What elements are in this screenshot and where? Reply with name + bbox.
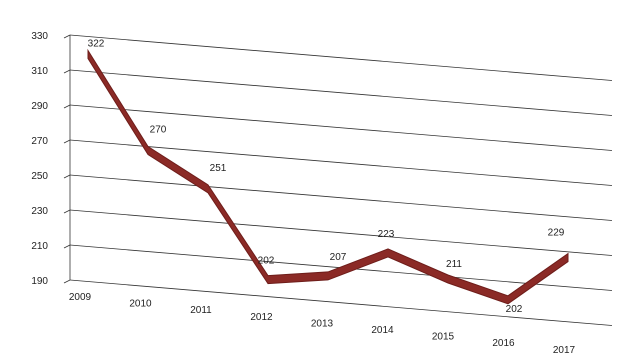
y-tick-label: 310 bbox=[31, 66, 48, 77]
y-tick-label: 190 bbox=[31, 276, 48, 287]
y-tick-mark bbox=[63, 139, 71, 144]
y-tick-mark bbox=[63, 279, 71, 284]
data-label: 270 bbox=[150, 125, 167, 136]
gridline bbox=[69, 139, 613, 186]
gridlines bbox=[63, 34, 613, 326]
y-axis-tick-labels: 190 210 230 250 270 290 310 330 bbox=[31, 31, 48, 287]
gridline bbox=[69, 34, 613, 81]
x-tick-label: 2013 bbox=[311, 318, 334, 329]
x-tick-label: 2011 bbox=[190, 305, 212, 316]
gridline bbox=[69, 209, 613, 256]
data-label: 202 bbox=[258, 256, 275, 267]
y-tick-label: 290 bbox=[31, 101, 48, 112]
data-label: 251 bbox=[210, 163, 227, 174]
y-tick-mark bbox=[63, 69, 71, 74]
gridline bbox=[69, 69, 613, 116]
y-tick-label: 270 bbox=[31, 136, 48, 147]
data-label: 202 bbox=[506, 304, 523, 315]
x-tick-label: 2017 bbox=[553, 345, 576, 356]
y-tick-mark bbox=[63, 244, 71, 249]
gridline bbox=[69, 279, 613, 326]
data-label: 322 bbox=[88, 39, 105, 50]
y-tick-mark bbox=[63, 34, 71, 39]
y-tick-label: 330 bbox=[31, 31, 48, 42]
y-tick-mark bbox=[63, 209, 71, 214]
y-tick-label: 230 bbox=[31, 206, 48, 217]
data-label: 229 bbox=[548, 228, 565, 239]
data-label: 211 bbox=[446, 259, 462, 270]
y-tick-label: 210 bbox=[31, 241, 48, 252]
y-tick-mark bbox=[63, 174, 71, 179]
y-tick-label: 250 bbox=[31, 171, 48, 182]
gridline bbox=[69, 174, 613, 221]
x-tick-label: 2010 bbox=[129, 299, 152, 310]
gridline bbox=[69, 104, 613, 151]
y-tick-mark bbox=[63, 104, 71, 109]
data-labels: 322 270 251 202 207 223 211 202 229 bbox=[88, 39, 565, 315]
data-label: 223 bbox=[378, 229, 395, 240]
x-tick-label: 2009 bbox=[69, 292, 92, 303]
x-tick-label: 2015 bbox=[432, 332, 455, 343]
x-axis-tick-labels: 2009 2010 2011 2012 2013 2014 2015 2016 2017 bbox=[69, 292, 576, 356]
series-ribbon-shape bbox=[87, 48, 569, 305]
x-tick-label: 2014 bbox=[371, 325, 394, 336]
series-ribbon bbox=[87, 48, 569, 305]
x-tick-label: 2012 bbox=[250, 312, 273, 323]
data-label: 207 bbox=[330, 252, 347, 263]
x-tick-label: 2016 bbox=[492, 338, 515, 349]
